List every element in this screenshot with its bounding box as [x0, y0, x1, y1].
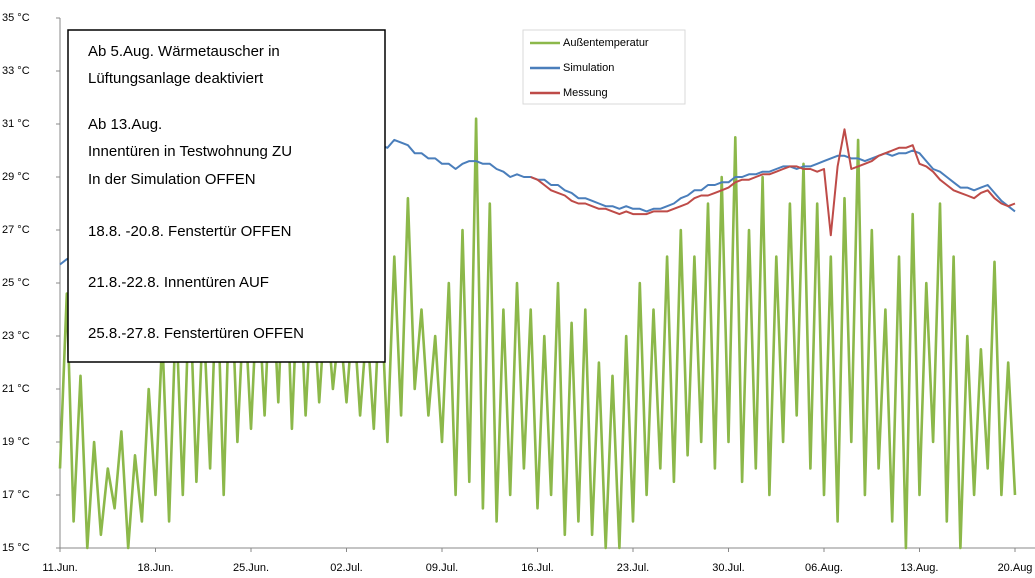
- annotation: Ab 13.Aug.: [88, 116, 162, 133]
- x-tick-label: 13.Aug.: [901, 562, 939, 574]
- legend-label: Außentemperatur: [563, 37, 649, 49]
- x-tick-label: 02.Jul.: [330, 562, 362, 574]
- x-tick-label: 18.Jun.: [137, 562, 173, 574]
- legend: Außentemperatur Simulation Messung: [530, 37, 649, 99]
- annotation: Ab 5.Aug. Wärmetauscher in: [88, 43, 280, 60]
- x-tick-label: 23.Jul.: [617, 562, 649, 574]
- annotation: Lüftungsanlage deaktiviert: [88, 70, 264, 87]
- annotation: In der Simulation OFFEN: [88, 171, 256, 188]
- y-tick-label: 33 °C: [2, 65, 30, 77]
- y-tick-label: 17 °C: [2, 489, 30, 501]
- annotation: 21.8.-22.8. Innentüren AUF: [88, 274, 269, 291]
- series-line: [530, 128, 1016, 237]
- annotation: Innentüren in Testwohnung ZU: [88, 143, 292, 160]
- annotation: 25.8.-27.8. Fenstertüren OFFEN: [88, 325, 304, 342]
- y-tick-label: 19 °C: [2, 436, 30, 448]
- y-tick-label: 23 °C: [2, 330, 30, 342]
- x-tick-label: 09.Jul.: [426, 562, 458, 574]
- annotation-box: [67, 29, 386, 363]
- annotation: 18.8. -20.8. Fenstertür OFFEN: [88, 223, 291, 240]
- y-tick-label: 35 °C: [2, 12, 30, 24]
- y-tick-label: 21 °C: [2, 383, 30, 395]
- y-tick-label: 31 °C: [2, 118, 30, 130]
- legend-label: Messung: [563, 87, 608, 99]
- x-tick-label: 11.Jun.: [42, 562, 77, 574]
- x-tick-label: 06.Aug.: [805, 562, 843, 574]
- x-tick-label: 25.Jun.: [233, 562, 269, 574]
- y-tick-label: 15 °C: [2, 542, 30, 554]
- x-tick-label: 30.Jul.: [712, 562, 744, 574]
- legend-label: Simulation: [563, 62, 614, 74]
- x-tick-label: 20.Aug: [998, 562, 1033, 574]
- y-tick-label: 27 °C: [2, 224, 30, 236]
- y-tick-label: 29 °C: [2, 171, 30, 183]
- y-tick-label: 25 °C: [2, 277, 30, 289]
- annotations: Ab 5.Aug. Wärmetauscher in Lüftungsanlage…: [88, 43, 304, 342]
- x-tick-label: 16.Jul.: [521, 562, 553, 574]
